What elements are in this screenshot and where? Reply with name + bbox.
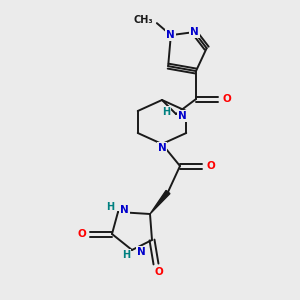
Text: H: H: [162, 107, 170, 117]
Polygon shape: [150, 190, 170, 214]
Text: H: H: [122, 250, 130, 260]
Text: N: N: [167, 30, 175, 40]
Text: H: H: [106, 202, 114, 212]
Text: O: O: [207, 161, 215, 171]
Text: N: N: [137, 247, 146, 257]
Text: CH₃: CH₃: [133, 15, 153, 25]
Text: N: N: [178, 111, 187, 121]
Text: O: O: [154, 267, 164, 277]
Text: O: O: [78, 229, 86, 239]
Text: N: N: [190, 27, 199, 37]
Text: N: N: [120, 205, 129, 215]
Text: O: O: [223, 94, 231, 104]
Text: N: N: [158, 143, 166, 153]
